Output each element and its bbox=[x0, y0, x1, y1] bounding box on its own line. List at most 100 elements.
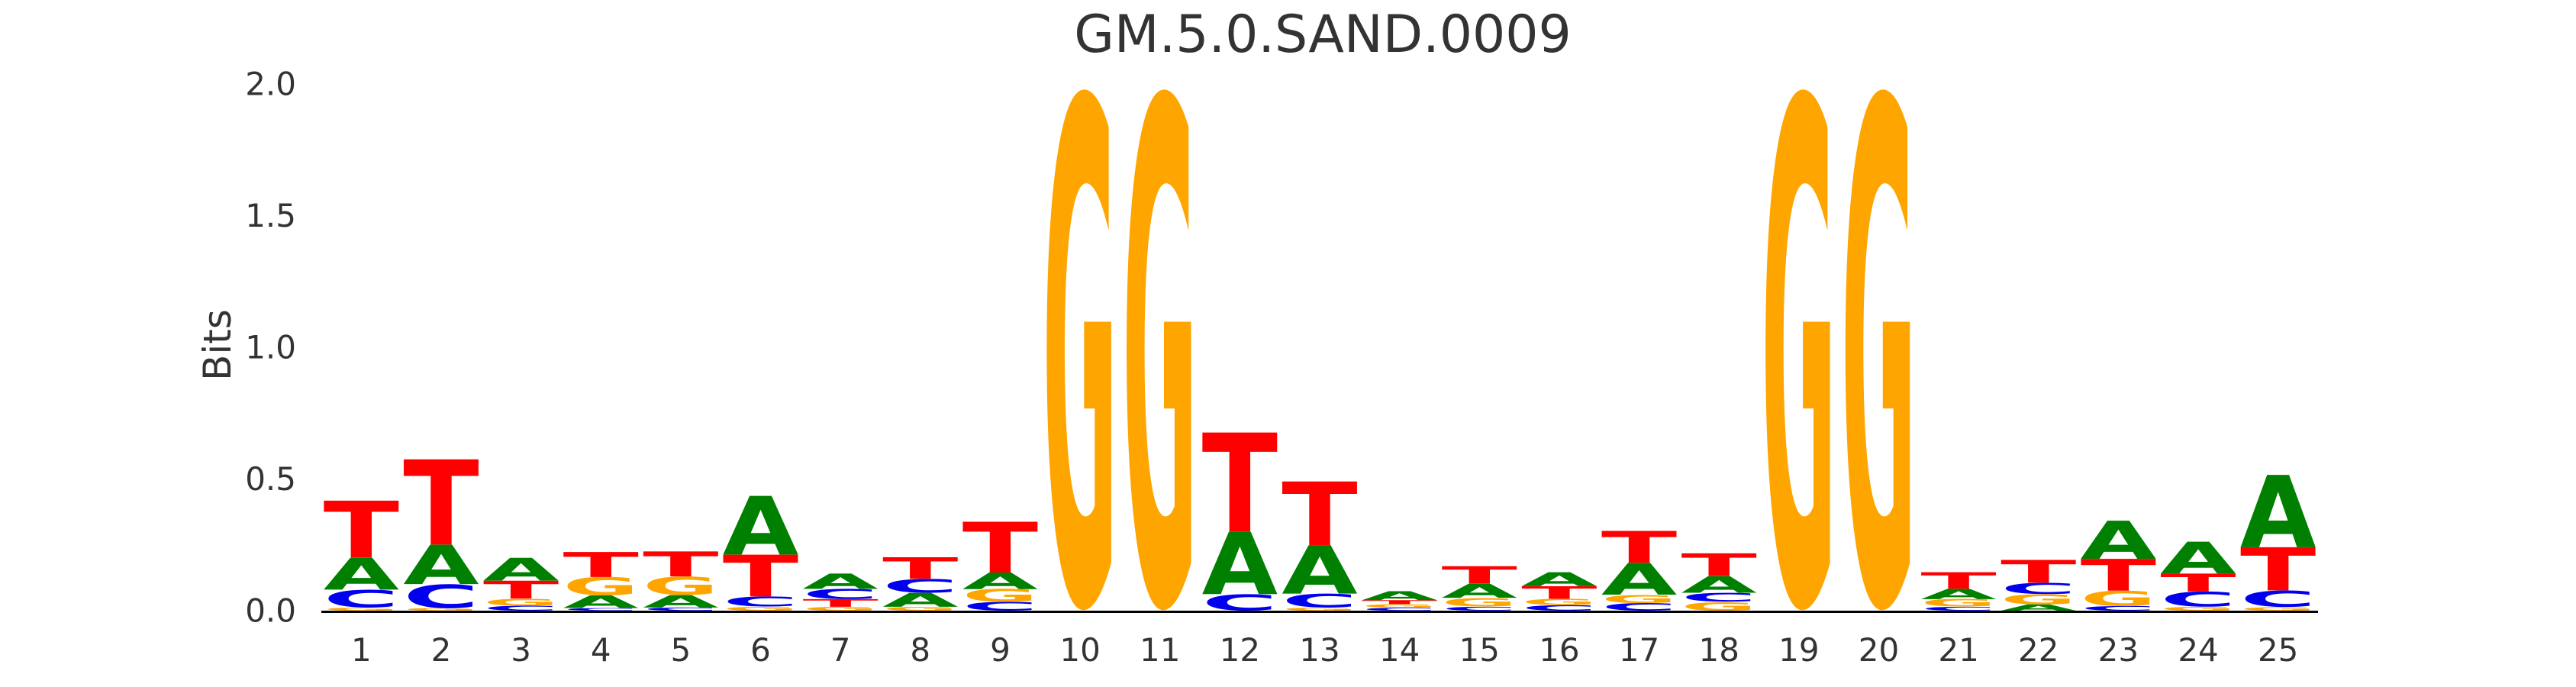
logo-letter-C: C bbox=[1601, 602, 1677, 613]
x-tick-label: 2 bbox=[431, 631, 452, 669]
logo-letter-G: G bbox=[483, 597, 559, 608]
logo-letter-A: A bbox=[723, 481, 798, 574]
logo-letter-C: C bbox=[1282, 590, 1357, 611]
logo-letter-T: T bbox=[563, 546, 640, 585]
x-tick-label: 9 bbox=[990, 631, 1011, 669]
logo-letter-G: G bbox=[1042, 0, 1117, 687]
logo-letter-A: A bbox=[802, 569, 879, 594]
logo-letter-C: C bbox=[2001, 580, 2076, 598]
y-tick-label: 0.5 bbox=[245, 460, 296, 498]
x-tick-label: 16 bbox=[1539, 631, 1579, 669]
logo-letter-T: T bbox=[403, 437, 479, 573]
logo-letter-T: T bbox=[1681, 547, 1756, 584]
logo-letter-G: G bbox=[1841, 0, 1917, 687]
logo-letter-T: T bbox=[2001, 554, 2076, 591]
y-tick-label: 0.0 bbox=[245, 592, 296, 629]
x-tick-label: 11 bbox=[1140, 631, 1180, 669]
x-tick-label: 19 bbox=[1778, 631, 1819, 669]
x-tick-label: 25 bbox=[2258, 631, 2298, 669]
logo-letter-A: A bbox=[1202, 515, 1278, 615]
logo-letter-G: G bbox=[1761, 0, 1836, 687]
logo-letter-A: A bbox=[1521, 569, 1598, 591]
logo-letter-G: G bbox=[643, 572, 718, 601]
x-tick-label: 14 bbox=[1379, 631, 1420, 669]
logo-letter-A: A bbox=[1601, 554, 1677, 605]
logo-letter-T: T bbox=[1601, 523, 1678, 574]
logo-letter-T: T bbox=[1362, 599, 1437, 605]
logo-letter-A: A bbox=[2240, 456, 2316, 571]
logo-letter-T: T bbox=[2240, 536, 2316, 605]
logo-letter-C: C bbox=[483, 605, 559, 612]
logo-letter-G: G bbox=[563, 572, 639, 601]
logo-letter-T: T bbox=[643, 545, 719, 585]
x-tick-label: 7 bbox=[830, 631, 851, 669]
logo-letter-G: G bbox=[403, 608, 479, 611]
logo-letter-C: C bbox=[1521, 604, 1597, 612]
logo-letter-T: T bbox=[1202, 406, 1278, 564]
logo-letter-G: G bbox=[1601, 592, 1677, 605]
x-tick-label: 3 bbox=[511, 631, 531, 669]
logo-letter-A: A bbox=[2081, 511, 2156, 572]
x-tick-label: 21 bbox=[1938, 631, 1978, 669]
logo-letter-C: C bbox=[2081, 605, 2156, 612]
logo-letter-G: G bbox=[2160, 606, 2236, 612]
logo-letter-C: C bbox=[723, 594, 798, 609]
logo-letter-G: G bbox=[2081, 587, 2156, 611]
x-tick-label: 23 bbox=[2098, 631, 2139, 669]
logo-letter-A: A bbox=[1362, 589, 1438, 603]
logo-letter-G: G bbox=[882, 606, 958, 612]
logo-letter-A: A bbox=[1920, 586, 1997, 603]
logo-letter-G: G bbox=[723, 605, 798, 612]
logo-letter-C: C bbox=[643, 607, 718, 611]
logo-letter-C: C bbox=[1920, 606, 1996, 612]
logo-letter-C: C bbox=[2240, 587, 2316, 612]
logo-letter-T: T bbox=[882, 551, 959, 585]
x-tick-label: 12 bbox=[1220, 631, 1260, 669]
logo-letter-A: A bbox=[324, 550, 399, 601]
x-tick-label: 1 bbox=[351, 631, 372, 669]
page-title: GM.5.0.SAND.0009 bbox=[1074, 5, 1572, 65]
logo-letter-G: G bbox=[802, 606, 878, 612]
logo-letter-G: G bbox=[2240, 606, 2316, 611]
logo-letter-A: A bbox=[882, 589, 959, 611]
logo-letter-C: C bbox=[802, 586, 878, 602]
logo-letter-T: T bbox=[802, 597, 879, 609]
y-tick-label: 1.5 bbox=[245, 197, 296, 234]
y-tick-label: 1.0 bbox=[245, 328, 296, 366]
logo-letter-A: A bbox=[1282, 533, 1358, 610]
logo-letter-T: T bbox=[962, 508, 1038, 589]
logo-letter-C: C bbox=[1681, 591, 1756, 605]
x-tick-label: 6 bbox=[750, 631, 771, 669]
logo-letter-G: G bbox=[1282, 607, 1357, 611]
logo-letter-G: G bbox=[324, 607, 399, 611]
logo-letter-C: C bbox=[1202, 591, 1278, 616]
logo-letter-G: G bbox=[1122, 0, 1198, 687]
logo-letter-T: T bbox=[1282, 465, 1357, 566]
logo-letter-G: G bbox=[1362, 603, 1437, 608]
x-tick-label: 20 bbox=[1859, 631, 1899, 669]
logo-letter-G: G bbox=[1920, 597, 1996, 608]
logo-letter-C: C bbox=[563, 608, 639, 611]
logo-letter-G: G bbox=[962, 586, 1038, 605]
logo-letter-T: T bbox=[483, 576, 559, 605]
x-tick-label: 18 bbox=[1698, 631, 1739, 669]
x-tick-label: 13 bbox=[1299, 631, 1340, 669]
logo-letter-T: T bbox=[723, 543, 798, 611]
logo-letter-A: A bbox=[403, 535, 479, 598]
x-tick-label: 17 bbox=[1619, 631, 1659, 669]
logo-letter-C: C bbox=[962, 600, 1038, 614]
logo-letter-T: T bbox=[2081, 550, 2157, 602]
logo-letter-A: A bbox=[2001, 602, 2076, 612]
logo-letter-T: T bbox=[2160, 569, 2236, 598]
logo-letter-T: T bbox=[324, 485, 399, 576]
logo-letter-C: C bbox=[403, 579, 479, 616]
logo-letter-C: C bbox=[324, 585, 399, 613]
logo-letter-T: T bbox=[1442, 562, 1518, 590]
logo-letter-A: A bbox=[1442, 580, 1518, 602]
logo-letter-A: A bbox=[643, 592, 718, 612]
logo-letter-A: A bbox=[962, 569, 1038, 595]
x-tick-label: 5 bbox=[671, 631, 692, 669]
x-tick-label: 22 bbox=[2018, 631, 2059, 669]
logo-letter-C: C bbox=[2160, 588, 2236, 611]
